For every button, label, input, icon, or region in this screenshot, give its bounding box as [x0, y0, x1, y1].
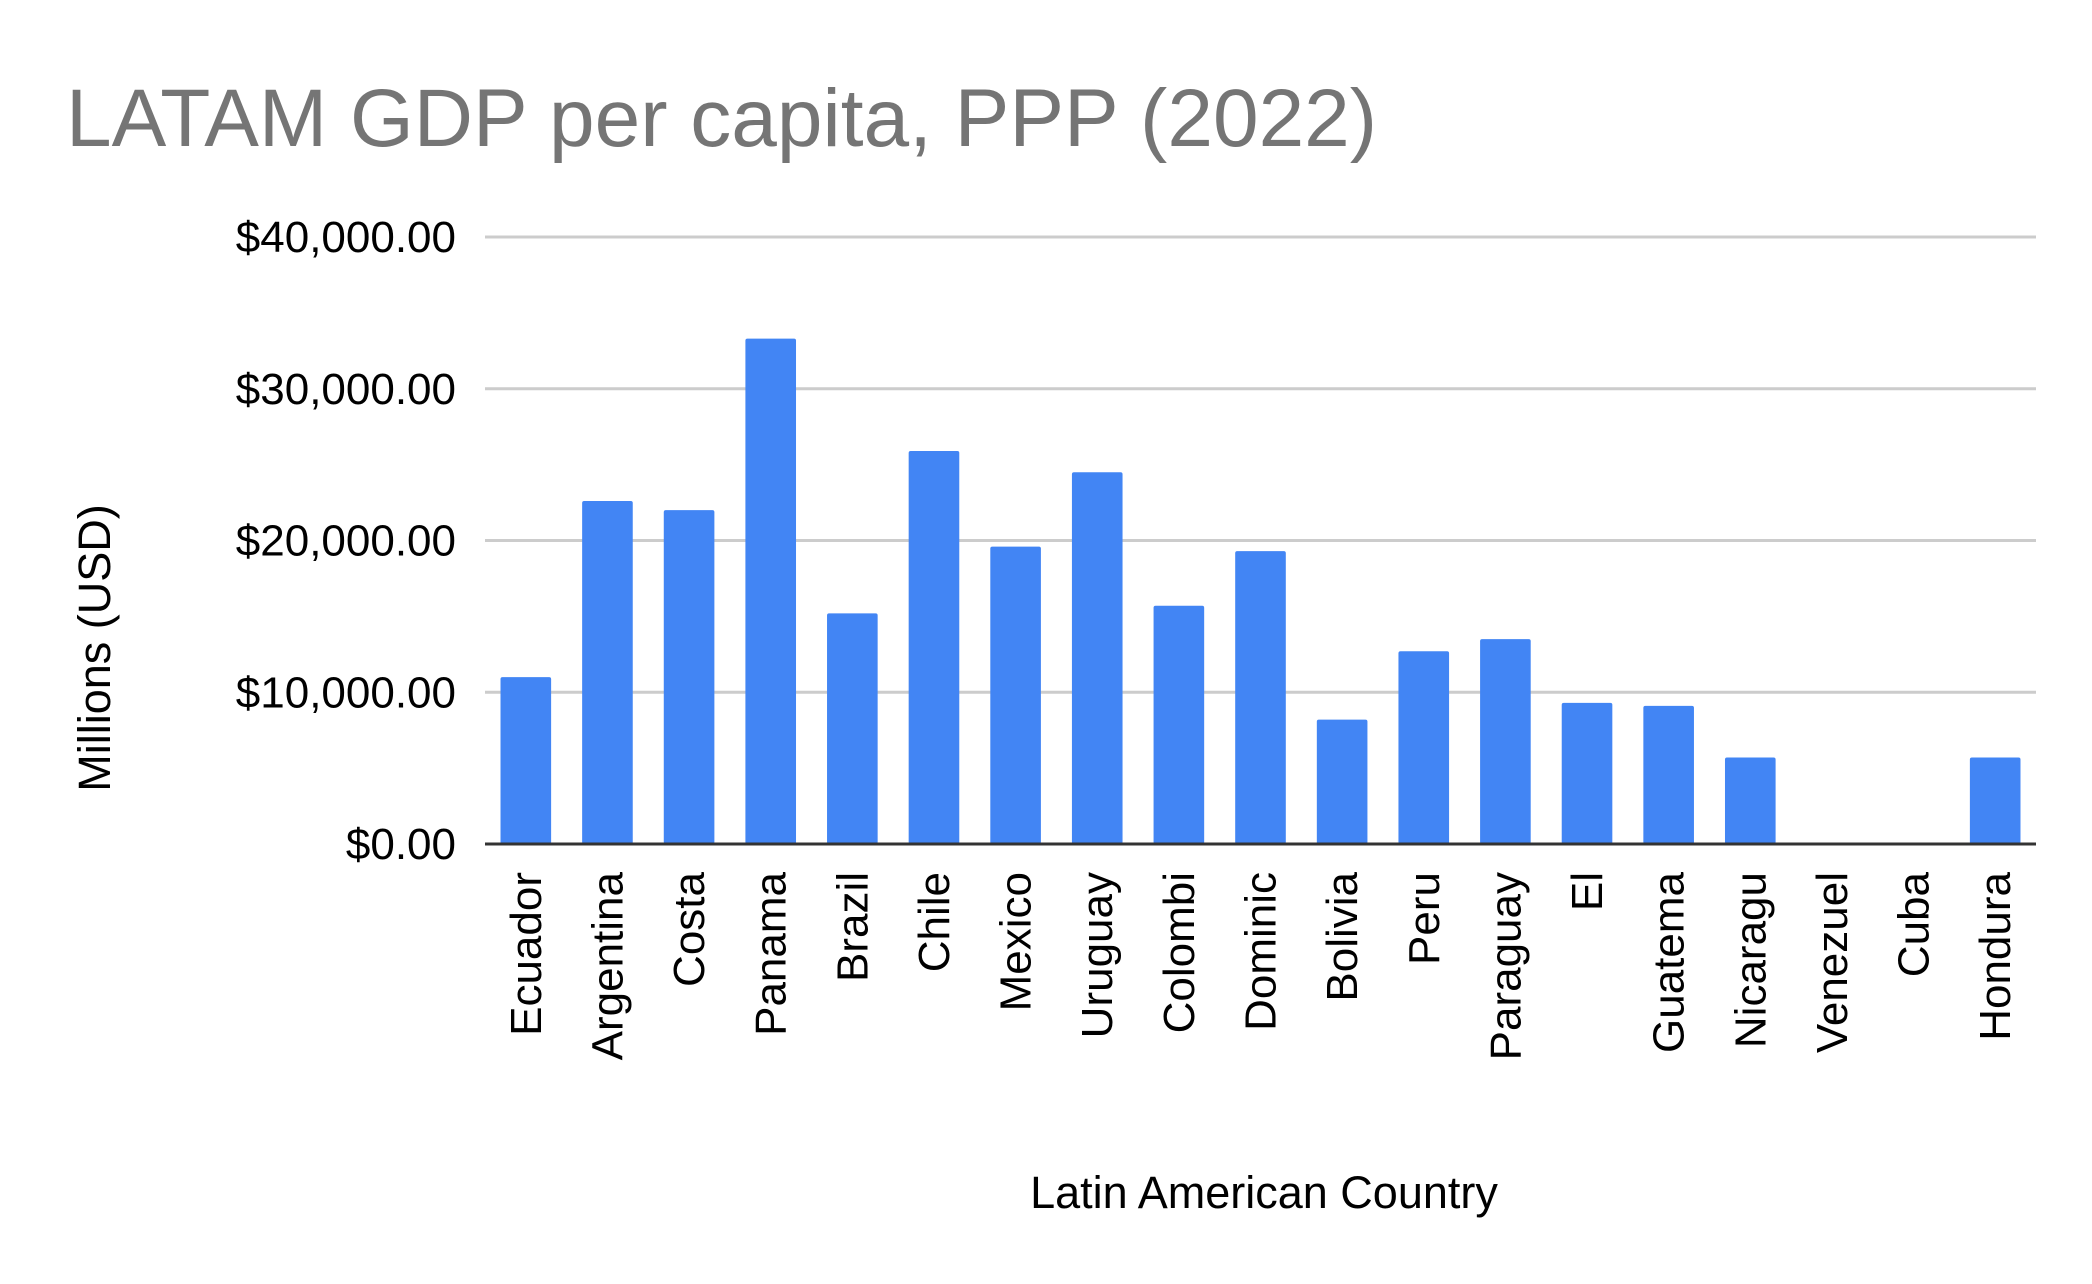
x-tick-label: Nicaragu [1726, 872, 1775, 1048]
y-axis-ticks: $0.00 $10,000.00 $20,000.00 $30,000.00 $40,0… [236, 213, 456, 869]
bar-guatema [1643, 705, 1694, 844]
x-tick-label: Colombi [1155, 872, 1204, 1033]
x-tick-label: Panama [747, 871, 796, 1035]
y-tick-label: $0.00 [346, 820, 456, 869]
y-tick-label: $20,000.00 [236, 517, 456, 566]
bar-panama [745, 338, 797, 844]
x-tick-label: Chile [910, 872, 959, 972]
y-tick-label: $40,000.00 [236, 213, 456, 262]
chart-title: LATAM GDP per capita, PPP (2022) [66, 73, 1377, 164]
x-tick-label: Costa [665, 871, 714, 986]
bar-ecuador [500, 677, 552, 844]
bar-paraguay [1480, 639, 1531, 844]
bar-mexico [990, 546, 1041, 844]
x-tick-label: Cuba [1890, 871, 1939, 977]
bar-argentina [582, 501, 633, 844]
y-axis-title: Millions (USD) [69, 504, 120, 792]
x-tick-label: Paraguay [1481, 872, 1530, 1060]
bar-dominic [1235, 551, 1286, 844]
x-tick-label: Brazil [828, 872, 877, 982]
bar-hondura [1969, 757, 2021, 844]
x-tick-label: Peru [1400, 872, 1449, 965]
x-axis-title: Latin American Country [1030, 1167, 1498, 1218]
bar-colombi [1153, 605, 1205, 844]
y-tick-label: $30,000.00 [236, 365, 456, 414]
bar-peru [1398, 651, 1450, 844]
x-tick-label: Uruguay [1073, 872, 1122, 1038]
bar-uruguay [1071, 472, 1123, 844]
x-tick-label: Bolivia [1318, 871, 1367, 1001]
x-tick-label: Venezuel [1808, 872, 1857, 1053]
x-tick-label: Mexico [992, 872, 1041, 1011]
bar-brazil [827, 613, 878, 844]
x-axis-ticks: Ecuador Argentina Costa Panama Brazil Chile Me… [502, 871, 2020, 1060]
bar-nicaragu [1724, 757, 1776, 844]
bar-el [1561, 702, 1613, 844]
x-tick-label: Hondura [1971, 871, 2020, 1040]
bars [500, 338, 2021, 844]
x-tick-label: El [1563, 872, 1612, 911]
x-tick-label: Guatema [1645, 871, 1694, 1053]
bar-costa [663, 510, 715, 844]
bar-bolivia [1316, 719, 1368, 844]
y-tick-label: $10,000.00 [236, 668, 456, 717]
x-tick-label: Ecuador [502, 872, 551, 1036]
x-tick-label: Argentina [583, 871, 632, 1060]
bar-chile [908, 450, 960, 844]
x-tick-label: Dominic [1237, 872, 1286, 1031]
